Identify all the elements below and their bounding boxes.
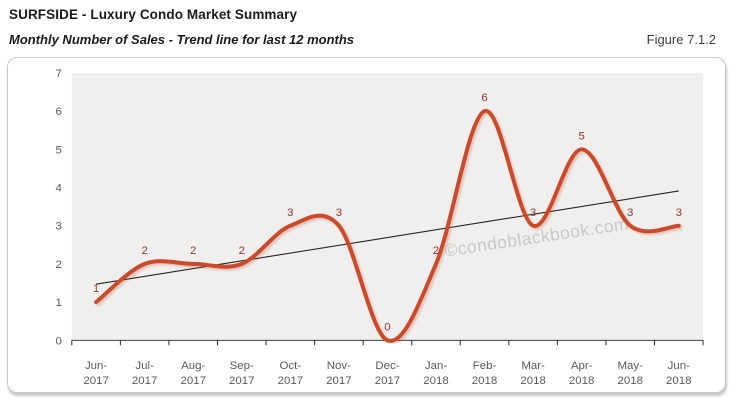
year-label: 2018: [617, 375, 642, 387]
y-axis: 0 1 2 3 4 5 6 7: [55, 68, 62, 347]
month-label: Oct-: [280, 360, 302, 372]
sales-curve: [94, 109, 681, 343]
month-label: Aug-: [181, 360, 205, 372]
data-label: 2: [239, 245, 245, 257]
year-label: 2017: [326, 375, 351, 387]
y-axis-label: 1: [55, 297, 61, 309]
data-label: 3: [336, 207, 342, 219]
year-label: 2017: [132, 375, 157, 387]
x-axis-labels: Jun- 2017 Jul- 2017 Aug- 2017 Sep- 2017 Oct- 2017…: [83, 360, 691, 387]
month-label: Jun-: [85, 360, 107, 372]
year-label: 2018: [520, 375, 545, 387]
month-label: Nov-: [327, 360, 351, 372]
year-label: 2017: [83, 375, 108, 387]
y-axis-label: 4: [55, 183, 62, 195]
month-label: Jun-: [668, 360, 690, 372]
y-axis-label: 3: [55, 221, 61, 233]
month-label: Feb-: [473, 360, 497, 372]
year-label: 2017: [180, 375, 205, 387]
y-axis-label: 0: [55, 335, 61, 347]
chart-card: ©condoblackbook.com 0 1 2 3 4 5 6 7 Jun- 2017 Jul- 2…: [7, 57, 726, 393]
data-label: 2: [190, 245, 196, 257]
page-title: SURFSIDE - Luxury Condo Market Summary: [9, 7, 298, 22]
data-label: 1: [93, 283, 99, 295]
data-labels: 1 2 2 2 3 3 0 2 6 3 5 3 3: [93, 92, 682, 333]
data-label: 3: [287, 207, 293, 219]
data-label: 2: [433, 245, 439, 257]
year-label: 2017: [375, 375, 400, 387]
data-label: 3: [676, 207, 682, 219]
year-label: 2017: [229, 375, 254, 387]
month-label: Apr-: [571, 360, 593, 372]
month-label: Jan-: [425, 360, 447, 372]
data-label: 6: [481, 92, 487, 104]
y-axis-label: 6: [55, 106, 61, 118]
year-label: 2017: [278, 375, 303, 387]
year-label: 2018: [472, 375, 497, 387]
sales-trend-chart: ©condoblackbook.com01234567Jun-2017Jul-2…: [55, 68, 704, 387]
month-label: May-: [617, 360, 643, 372]
data-label: 0: [384, 321, 390, 333]
data-label: 5: [578, 130, 584, 142]
data-label: 3: [627, 207, 633, 219]
year-label: 2018: [569, 375, 594, 387]
month-label: Sep-: [230, 360, 254, 372]
figure-label: Figure 7.1.2: [646, 32, 716, 47]
subtitle-row: Monthly Number of Sales - Trend line for…: [9, 32, 716, 47]
month-label: Dec-: [375, 360, 399, 372]
y-axis-label: 2: [55, 259, 61, 271]
plot-area: [71, 72, 704, 341]
y-axis-label: 5: [55, 144, 61, 156]
y-axis-label: 7: [55, 68, 61, 80]
data-label: 2: [141, 245, 147, 257]
year-label: 2018: [666, 375, 691, 387]
trend-line: [96, 190, 679, 285]
chart-subtitle: Monthly Number of Sales - Trend line for…: [9, 32, 355, 47]
data-label: 3: [530, 207, 536, 219]
report-header: SURFSIDE - Luxury Condo Market Summary M…: [9, 7, 716, 47]
month-label: Jul-: [135, 360, 154, 372]
month-label: Mar-: [521, 360, 545, 372]
year-label: 2018: [423, 375, 448, 387]
